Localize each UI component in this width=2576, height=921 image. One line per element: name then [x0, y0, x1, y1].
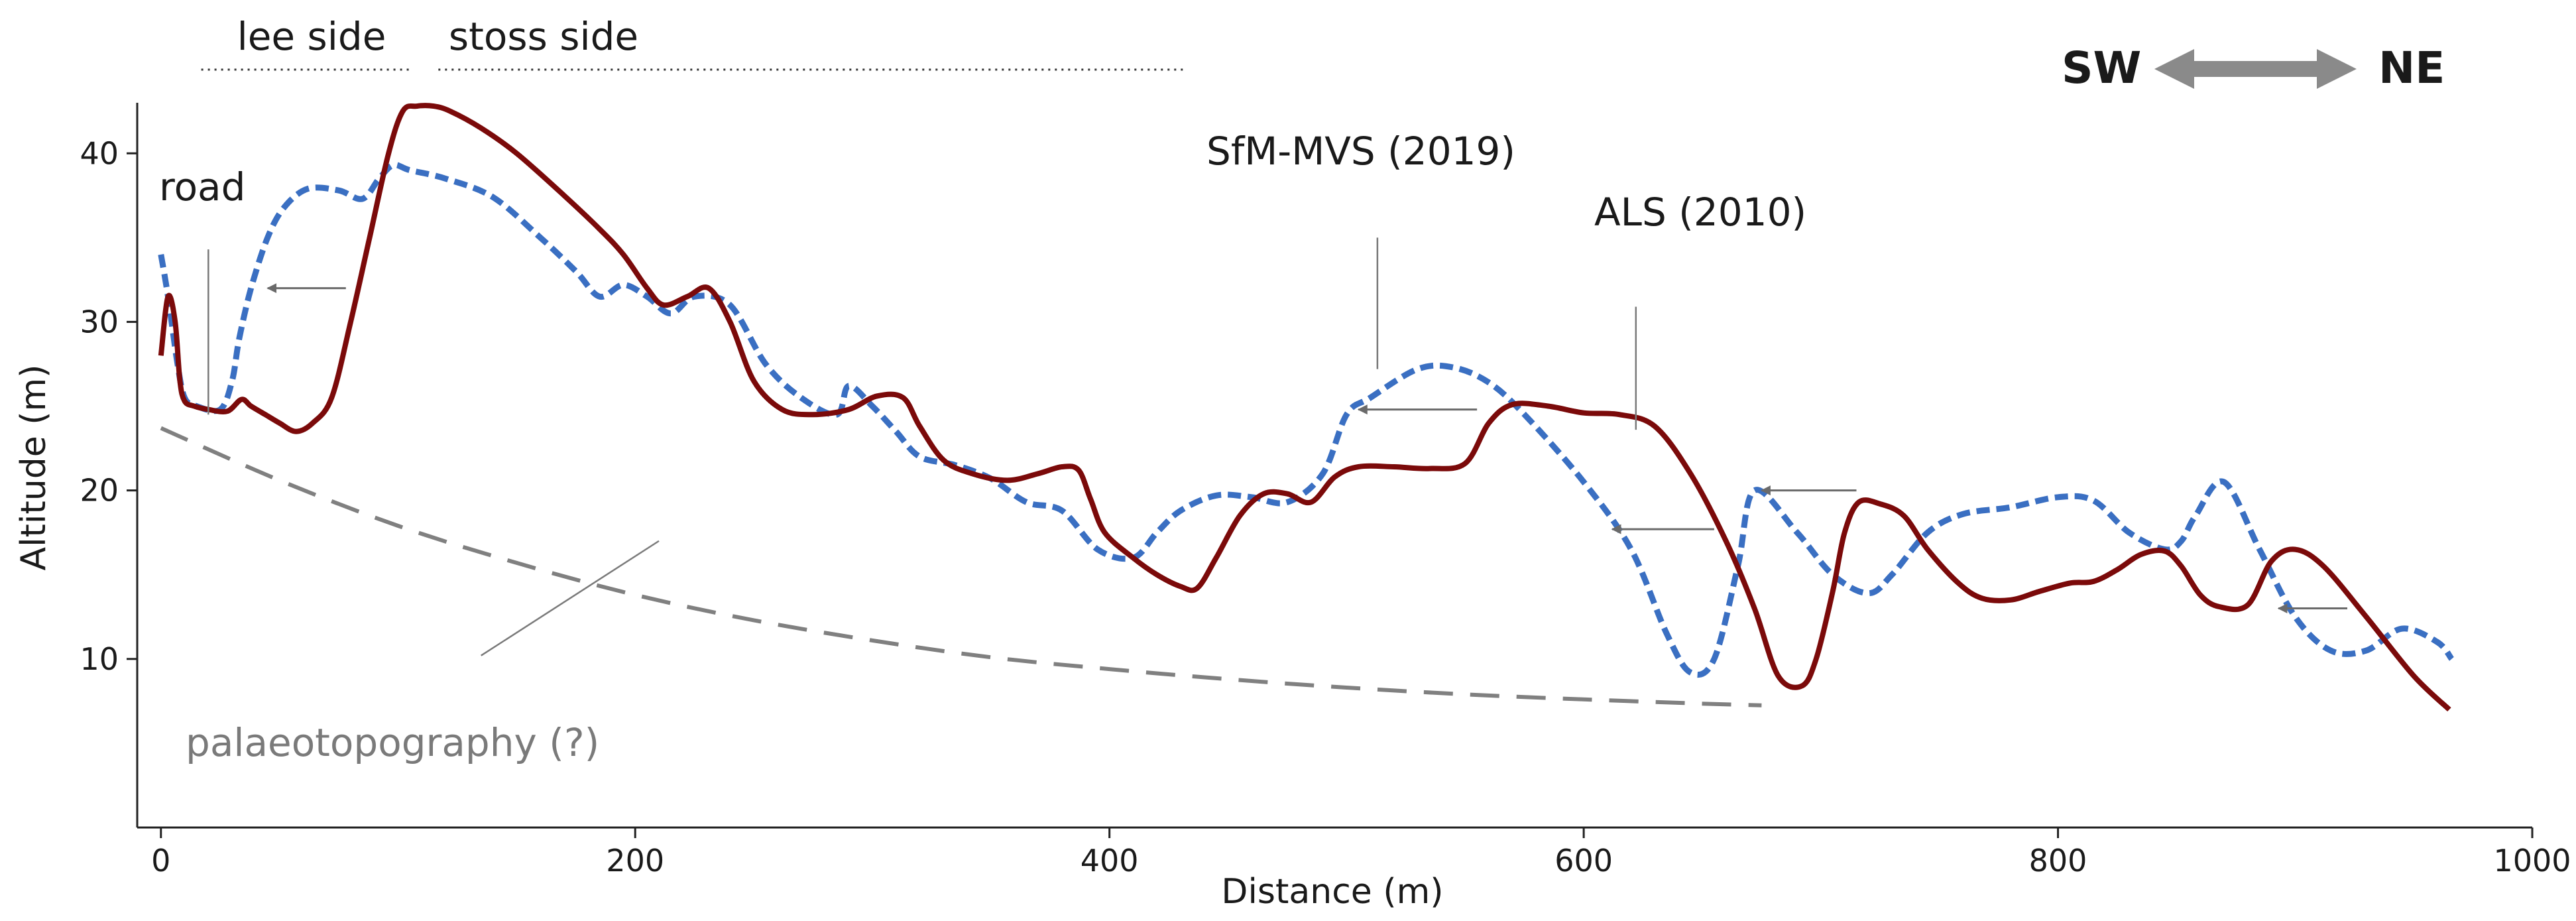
shift-arrows — [266, 283, 2347, 614]
x-axis-ticks: 0 200 400 600 800 1000 — [151, 828, 2571, 879]
y-axis-title: Altitude (m) — [14, 365, 54, 571]
direction-double-arrow-icon — [2154, 49, 2357, 89]
x-tick-label: 800 — [2029, 843, 2087, 879]
y-axis-ticks: 10 20 30 40 — [80, 135, 137, 677]
series-als-2010-line — [158, 103, 2451, 712]
sw-label: SW — [2062, 42, 2141, 93]
leader-line — [481, 540, 660, 656]
ne-label: NE — [2378, 42, 2445, 93]
y-tick-label: 20 — [80, 473, 119, 509]
palaeo-label: palaeotopography (?) — [186, 720, 599, 765]
y-tick-label: 30 — [80, 304, 119, 339]
x-tick-label: 200 — [606, 843, 664, 879]
y-tick-label: 40 — [80, 135, 119, 171]
x-axis-title: Distance (m) — [1221, 872, 1443, 912]
sfm-label: SfM-MVS (2019) — [1206, 129, 1515, 174]
series-palaeotopography-line — [160, 426, 1762, 707]
als-label: ALS (2010) — [1594, 190, 1806, 235]
stoss-side-label: stoss side — [449, 14, 638, 59]
x-tick-label: 1000 — [2493, 843, 2571, 879]
road-label: road — [159, 164, 245, 210]
lee-side-label: lee side — [237, 14, 386, 59]
x-tick-label: 400 — [1081, 843, 1139, 879]
x-tick-label: 600 — [1554, 843, 1613, 879]
leader-lines — [207, 237, 1637, 656]
series-layer — [158, 103, 2455, 712]
x-tick-label: 0 — [151, 843, 170, 879]
y-tick-label: 10 — [80, 641, 119, 677]
series-sfm-mvs-2019-line — [158, 162, 2455, 678]
